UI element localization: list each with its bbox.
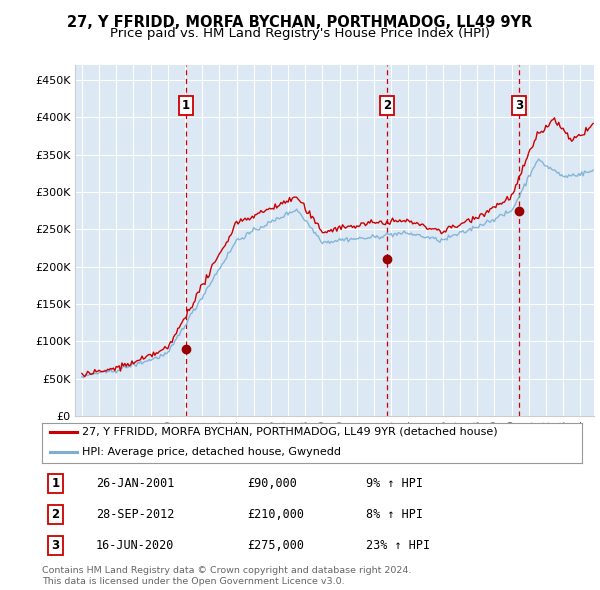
Text: 16-JUN-2020: 16-JUN-2020 xyxy=(96,539,175,552)
Text: 2: 2 xyxy=(383,99,391,112)
Text: HPI: Average price, detached house, Gwynedd: HPI: Average price, detached house, Gwyn… xyxy=(83,447,341,457)
Text: 23% ↑ HPI: 23% ↑ HPI xyxy=(366,539,430,552)
Text: 26-JAN-2001: 26-JAN-2001 xyxy=(96,477,175,490)
Text: Price paid vs. HM Land Registry's House Price Index (HPI): Price paid vs. HM Land Registry's House … xyxy=(110,27,490,40)
Text: Contains HM Land Registry data © Crown copyright and database right 2024.
This d: Contains HM Land Registry data © Crown c… xyxy=(42,566,412,586)
Text: 27, Y FFRIDD, MORFA BYCHAN, PORTHMADOG, LL49 9YR (detached house): 27, Y FFRIDD, MORFA BYCHAN, PORTHMADOG, … xyxy=(83,427,498,437)
Text: 8% ↑ HPI: 8% ↑ HPI xyxy=(366,508,423,522)
Text: 9% ↑ HPI: 9% ↑ HPI xyxy=(366,477,423,490)
Text: 1: 1 xyxy=(182,99,190,112)
Text: £275,000: £275,000 xyxy=(247,539,304,552)
Text: 27, Y FFRIDD, MORFA BYCHAN, PORTHMADOG, LL49 9YR: 27, Y FFRIDD, MORFA BYCHAN, PORTHMADOG, … xyxy=(67,15,533,30)
Text: 2: 2 xyxy=(52,508,59,522)
Text: 1: 1 xyxy=(52,477,59,490)
Text: £210,000: £210,000 xyxy=(247,508,304,522)
Text: 28-SEP-2012: 28-SEP-2012 xyxy=(96,508,175,522)
Text: 3: 3 xyxy=(52,539,59,552)
Text: 3: 3 xyxy=(515,99,523,112)
Text: £90,000: £90,000 xyxy=(247,477,297,490)
